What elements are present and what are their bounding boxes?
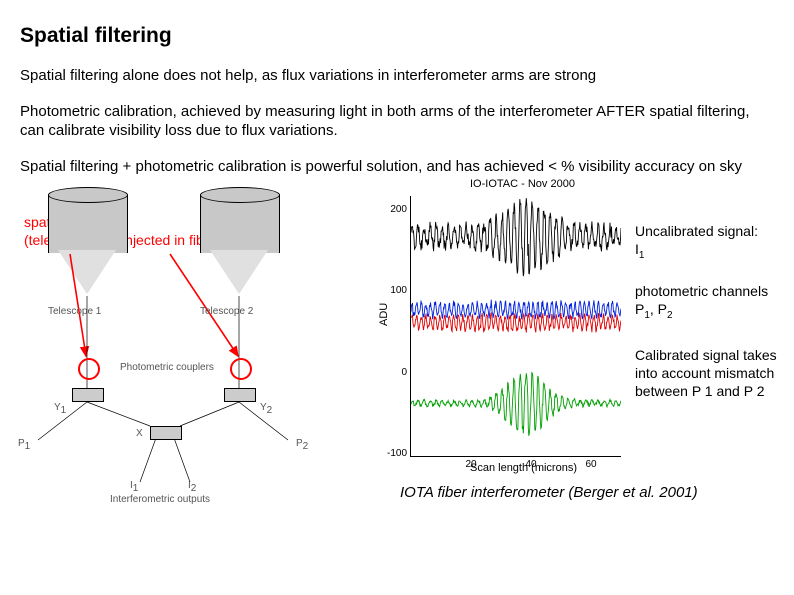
trace-uncalibrated <box>411 198 621 276</box>
plot-title: IO-IOTAC - Nov 2000 <box>470 178 575 190</box>
coupler-y1-box <box>72 388 104 402</box>
figure-row: spatial filtering (telescope light injec… <box>20 192 774 522</box>
label-photometric-couplers: Photometric couplers <box>120 362 214 373</box>
fiber-input-circle-1 <box>78 358 100 380</box>
y-tick-label: 100 <box>383 285 407 296</box>
y-tick-label: -100 <box>383 448 407 459</box>
annot-uncalibrated: Uncalibrated signal: I1 <box>635 222 794 262</box>
plot-canvas <box>411 196 621 456</box>
x-tick-label: 60 <box>581 459 601 470</box>
label-p1: P1 <box>18 438 30 452</box>
label-y2: Y2 <box>260 402 272 416</box>
y-axis-label: ADU <box>378 303 390 326</box>
label-x: X <box>136 428 143 439</box>
telescope-2 <box>200 192 278 302</box>
figure-caption: IOTA fiber interferometer (Berger et al.… <box>400 484 698 501</box>
label-telescope-1: Telescope 1 <box>48 306 101 317</box>
x-axis-label: Scan length (microns) <box>470 462 577 474</box>
label-i1: I1 <box>130 480 138 494</box>
y-tick-label: 200 <box>383 204 407 215</box>
telescope-diagram: spatial filtering (telescope light injec… <box>10 192 370 492</box>
page-title: Spatial filtering <box>20 24 774 48</box>
telescope-1 <box>48 192 126 302</box>
label-interferometric-outputs: Interferometric outputs <box>110 494 210 505</box>
y-tick-label: 0 <box>383 367 407 378</box>
trace-calibrated <box>411 373 621 436</box>
label-p2: P2 <box>296 438 308 452</box>
paragraph-1: Spatial filtering alone does not help, a… <box>20 66 774 86</box>
paragraph-3: Spatial filtering + photometric calibrat… <box>20 157 774 177</box>
fiber-input-circle-2 <box>230 358 252 380</box>
label-telescope-2: Telescope 2 <box>200 306 253 317</box>
signal-plot: IO-IOTAC - Nov 2000 ADU -100010020020406… <box>380 182 794 512</box>
label-y1: Y1 <box>54 402 66 416</box>
paragraph-2: Photometric calibration, achieved by mea… <box>20 102 774 141</box>
annot-calibrated: Calibrated signal takes into account mis… <box>635 346 794 401</box>
label-i2: I2 <box>188 480 196 494</box>
coupler-y2-box <box>224 388 256 402</box>
coupler-x-box <box>150 426 182 440</box>
annot-photometric: photometric channels P1, P2 <box>635 282 794 322</box>
